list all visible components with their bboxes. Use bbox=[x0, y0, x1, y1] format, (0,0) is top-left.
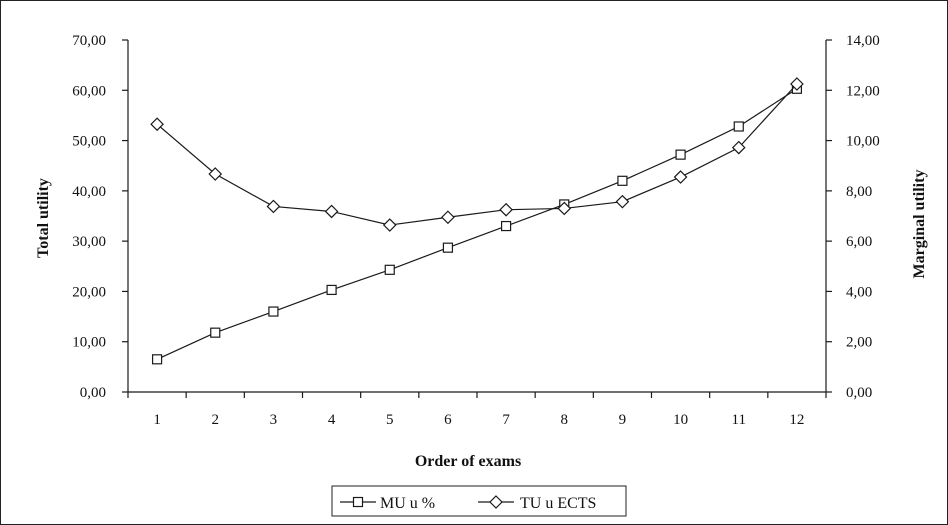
mu-data-point bbox=[384, 264, 395, 275]
mu-data-point bbox=[500, 220, 512, 232]
tu-data-point bbox=[382, 218, 397, 232]
x-tick-label: 10 bbox=[673, 412, 688, 428]
legend-diamond-marker-icon bbox=[489, 495, 503, 509]
axes: 0,00 10,00 20,00 30,00 40,00 50,00 60,00 70,00 0… bbox=[72, 33, 880, 428]
tu-data-point bbox=[266, 199, 281, 214]
tu-data-point bbox=[731, 140, 746, 155]
x-tick-label: 6 bbox=[444, 412, 452, 428]
tu-data-point bbox=[150, 117, 164, 132]
x-tick-label: 11 bbox=[732, 412, 746, 428]
tu-data-point bbox=[499, 202, 513, 217]
x-tick-label: 2 bbox=[212, 412, 220, 428]
right-axis-title: Marginal utility bbox=[911, 170, 928, 279]
x-tick-label: 5 bbox=[386, 412, 394, 428]
x-tick-label: 3 bbox=[270, 412, 278, 428]
x-tick-label: 12 bbox=[789, 412, 804, 428]
left-tick-label: 40,00 bbox=[72, 184, 106, 200]
mu-data-point bbox=[151, 354, 163, 365]
right-tick-label: 6,00 bbox=[846, 234, 872, 250]
mu-data-point bbox=[326, 284, 337, 296]
legend: MU u % TU u ECTS bbox=[331, 485, 627, 517]
legend-item-mu: MU u % bbox=[340, 495, 435, 512]
mu-data-point bbox=[210, 327, 221, 338]
left-tick-label: 30,00 bbox=[72, 234, 106, 250]
tu-data-point bbox=[324, 204, 339, 219]
mu-data-point bbox=[268, 306, 279, 317]
x-tick-label: 7 bbox=[502, 412, 510, 428]
right-tick-label: 8,00 bbox=[846, 184, 872, 200]
tu-data-point bbox=[673, 170, 688, 184]
left-tick-label: 70,00 bbox=[72, 33, 106, 49]
left-tick-label: 0,00 bbox=[80, 385, 106, 401]
mu-data-point bbox=[442, 242, 454, 253]
right-tick-label: 0,00 bbox=[846, 385, 872, 401]
mu-data-point bbox=[733, 121, 744, 132]
x-tick-label: 9 bbox=[619, 412, 627, 428]
right-tick-label: 14,00 bbox=[846, 33, 880, 49]
series-line-mu bbox=[156, 88, 798, 360]
left-tick-label: 50,00 bbox=[72, 134, 106, 150]
legend-box bbox=[331, 485, 627, 517]
x-tick-label: 4 bbox=[328, 412, 336, 428]
right-tick-label: 2,00 bbox=[846, 335, 872, 351]
left-tick-label: 60,00 bbox=[72, 83, 106, 99]
tu-data-point bbox=[208, 167, 223, 181]
series-line-tu bbox=[156, 83, 798, 226]
left-axis-title: Total utility bbox=[35, 178, 52, 258]
mu-data-point bbox=[675, 149, 686, 160]
tu-data-point bbox=[790, 77, 804, 91]
legend-item-tu: TU u ECTS bbox=[478, 495, 596, 512]
tu-data-point bbox=[615, 194, 630, 209]
right-tick-label: 4,00 bbox=[846, 284, 872, 300]
x-tick-label: 1 bbox=[153, 412, 161, 428]
legend-label-tu: TU u ECTS bbox=[520, 495, 596, 512]
x-axis-title: Order of exams bbox=[415, 453, 521, 470]
mu-data-point bbox=[617, 175, 628, 186]
left-tick-label: 10,00 bbox=[72, 335, 106, 351]
legend-label-mu: MU u % bbox=[380, 495, 435, 512]
series-layer bbox=[150, 77, 804, 365]
x-tick-label: 8 bbox=[561, 412, 569, 428]
legend-square-marker-icon bbox=[352, 496, 364, 508]
right-tick-label: 12,00 bbox=[846, 83, 880, 99]
tu-data-point bbox=[557, 201, 572, 216]
tu-data-point bbox=[441, 210, 455, 225]
right-tick-label: 10,00 bbox=[846, 134, 880, 150]
left-tick-label: 20,00 bbox=[72, 284, 106, 300]
